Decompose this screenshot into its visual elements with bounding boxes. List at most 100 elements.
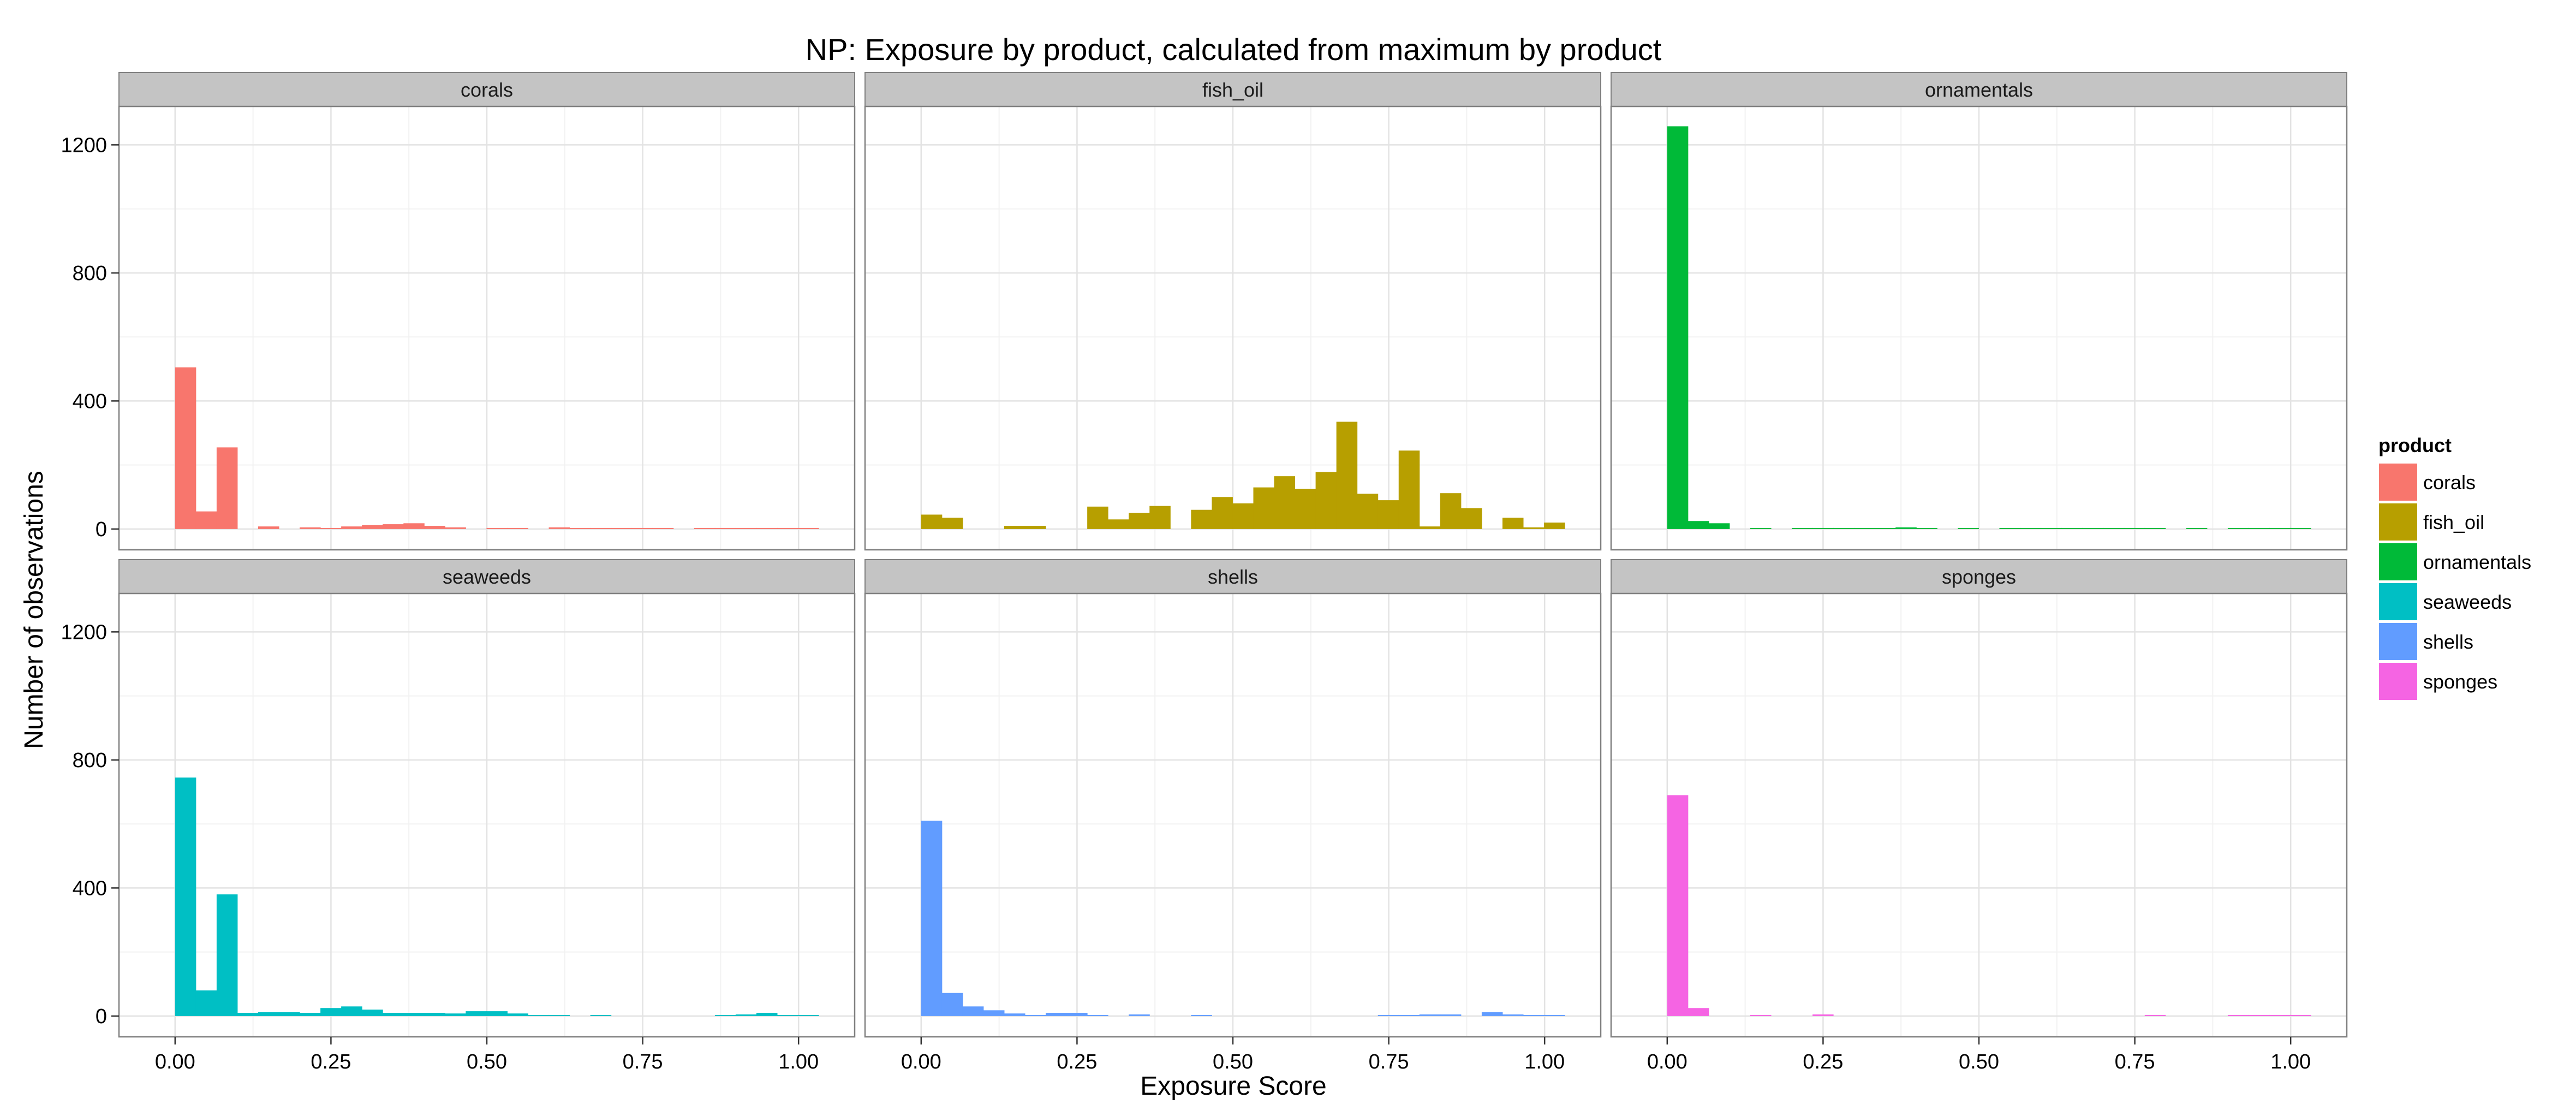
facet-shells: shells 0.00 0.25 0.50 0.75 1.00 <box>864 559 1602 1073</box>
legend-label: seaweeds <box>2423 591 2512 613</box>
histogram-bar <box>279 1012 300 1016</box>
histogram-bar <box>2269 527 2291 529</box>
x-tick-label: 0.25 <box>1803 1050 1843 1073</box>
histogram-bar <box>941 518 963 529</box>
facet-ornamentals: ornamentals <box>1610 72 2348 551</box>
histogram-bar <box>2248 1014 2270 1016</box>
histogram-bar <box>756 527 778 529</box>
histogram-bar <box>486 527 508 529</box>
bars-shells <box>921 821 1565 1016</box>
facet-strip-label: sponges <box>1942 566 2016 588</box>
histogram-bar <box>777 527 798 529</box>
x-tick-label: 0.00 <box>1647 1050 1687 1073</box>
histogram-bar <box>611 527 633 529</box>
facet-seaweeds: seaweeds 0 400 800 1200 0.00 0.25 0.50 0.75 1.00 <box>61 559 856 1073</box>
histogram-bar <box>1212 497 1233 529</box>
y-tick-label: 1200 <box>61 621 107 644</box>
histogram-bar <box>195 990 217 1016</box>
x-tick-label: 0.75 <box>2115 1050 2155 1073</box>
histogram-bar <box>1295 489 1316 529</box>
histogram-bar <box>1357 494 1379 529</box>
facet-strip-label: seaweeds <box>443 566 531 588</box>
x-tick-label: 0.00 <box>155 1050 195 1073</box>
histogram-bar <box>1750 527 1772 529</box>
panel-border <box>118 105 856 551</box>
panel-border <box>864 105 1602 551</box>
histogram-bar <box>2186 527 2208 529</box>
y-tick-label: 1200 <box>61 134 107 157</box>
histogram-bar <box>2248 527 2270 529</box>
histogram-bar <box>1129 1014 1150 1016</box>
histogram-bar <box>1544 1014 1565 1016</box>
facet-strip-label: ornamentals <box>1925 79 2033 101</box>
histogram-bar <box>445 1013 466 1016</box>
histogram-bar <box>1004 526 1025 529</box>
histogram-bar <box>320 527 342 529</box>
histogram-bar <box>1460 508 1482 529</box>
legend: product corals fish_oil ornamentals seaweed… <box>2378 434 2531 701</box>
histogram-bar <box>466 1011 487 1016</box>
histogram-bar <box>1046 1013 1067 1016</box>
histogram-bar <box>1087 1014 1108 1016</box>
facet-sponges: sponges 0.00 0.25 0.50 0.75 1.00 <box>1610 559 2348 1073</box>
histogram-bar <box>2144 527 2166 529</box>
histogram-bar <box>798 1014 819 1016</box>
histogram-bar <box>300 527 321 529</box>
histogram-bar <box>1687 1008 1709 1016</box>
histogram-bar <box>320 1008 342 1016</box>
chart-title: NP: Exposure by product, calculated from… <box>806 32 1662 67</box>
facet-panels: corals 0 400 800 1200 fish_oil ornamentals seaw… <box>61 72 2348 1073</box>
legend-label: sponges <box>2423 670 2497 693</box>
histogram-bar <box>1667 126 1689 529</box>
histogram-bar <box>1792 527 1813 529</box>
bars-sponges <box>1667 795 2311 1016</box>
facet-strip <box>864 72 1601 107</box>
bars-fish_oil <box>921 422 1565 529</box>
legend-item-corals: corals <box>2378 462 2476 502</box>
histogram-bar <box>777 1014 798 1016</box>
histogram-bar <box>1687 521 1709 529</box>
histogram-bar <box>258 1012 279 1016</box>
histogram-bar <box>548 527 570 529</box>
histogram-bar <box>486 1011 508 1016</box>
histogram-bar <box>1419 1014 1441 1016</box>
histogram-bar <box>756 1013 778 1016</box>
legend-label: corals <box>2423 471 2476 494</box>
histogram-bar <box>1191 509 1212 529</box>
facet-strip-label: shells <box>1208 566 1258 588</box>
histogram-bar <box>1502 1014 1524 1016</box>
histogram-bar <box>1440 493 1462 529</box>
histogram-bar <box>175 777 196 1016</box>
histogram-bar <box>1667 795 1689 1016</box>
legend-swatch <box>2379 663 2417 700</box>
histogram-bar <box>1419 526 1441 529</box>
panel-border <box>1610 105 2348 551</box>
x-tick-label: 0.25 <box>311 1050 351 1073</box>
histogram-bar <box>1378 500 1399 529</box>
facet-strip <box>864 559 1601 594</box>
x-tick-label: 1.00 <box>1524 1050 1565 1073</box>
histogram-bar <box>300 1013 321 1016</box>
histogram-bar <box>403 1013 425 1016</box>
histogram-bar <box>237 1013 259 1016</box>
histogram-bar <box>1315 472 1337 529</box>
histogram-bar <box>2290 527 2311 529</box>
histogram-bar <box>1916 527 1937 529</box>
histogram-bar <box>1066 1013 1088 1016</box>
legend-item-ornamentals: ornamentals <box>2378 542 2531 581</box>
histogram-bar <box>2103 527 2125 529</box>
histogram-bar <box>1958 527 1979 529</box>
legend-swatch <box>2379 623 2417 660</box>
histogram-bar <box>2124 527 2145 529</box>
histogram-bar <box>735 527 757 529</box>
legend-label: fish_oil <box>2423 511 2484 533</box>
x-tick-label: 0.75 <box>623 1050 663 1073</box>
facet-fish_oil: fish_oil <box>864 72 1602 551</box>
histogram-bar <box>962 1006 984 1016</box>
histogram-bar <box>548 1014 570 1016</box>
histogram-bar <box>652 527 674 529</box>
legend-swatch <box>2379 503 2417 541</box>
bars-ornamentals <box>1667 126 2311 529</box>
bars-corals <box>175 367 819 529</box>
